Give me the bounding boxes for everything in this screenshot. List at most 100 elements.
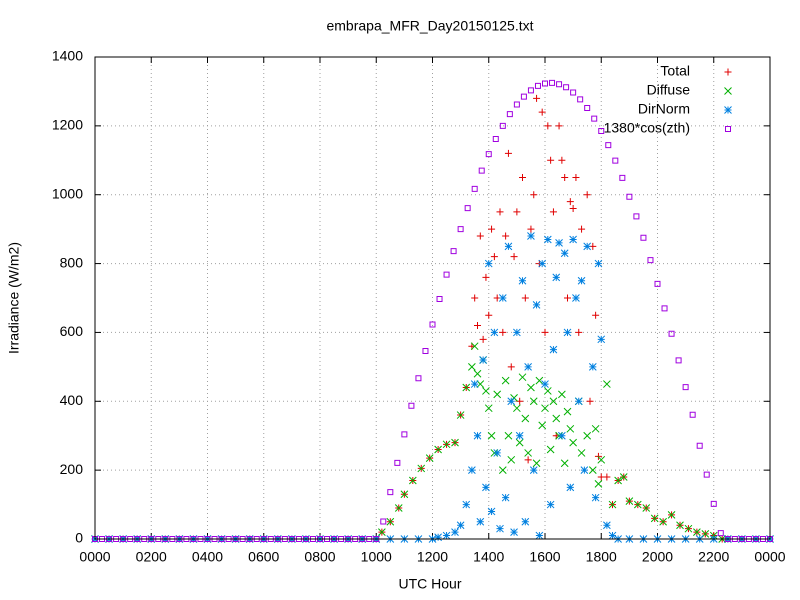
point [338, 536, 345, 542]
point [659, 517, 667, 526]
point [470, 342, 479, 351]
point [471, 294, 479, 302]
point [541, 328, 549, 336]
point [703, 471, 710, 478]
point [597, 335, 606, 344]
point [408, 476, 417, 485]
point [507, 363, 515, 371]
plot-frame [94, 56, 771, 540]
point [541, 380, 549, 388]
point [767, 536, 773, 542]
point [717, 530, 724, 537]
point [274, 536, 281, 542]
point [442, 531, 451, 540]
point [295, 536, 302, 542]
point [476, 232, 484, 240]
point [515, 431, 524, 440]
x-tick-label: 1800 [586, 549, 617, 565]
point [499, 328, 507, 336]
point [661, 305, 668, 312]
point [507, 397, 516, 406]
point [682, 384, 689, 391]
point [113, 536, 120, 542]
point [569, 235, 577, 244]
point [693, 528, 701, 536]
point [422, 348, 429, 355]
point [476, 380, 485, 388]
point [592, 311, 600, 319]
point [745, 536, 752, 542]
point [529, 466, 538, 474]
point [492, 135, 499, 142]
point [317, 536, 323, 542]
point [501, 376, 510, 385]
point [533, 94, 541, 102]
point [603, 380, 611, 388]
legend-label: Total [660, 63, 690, 79]
point [502, 232, 510, 240]
x-tick-label: 0600 [248, 549, 279, 565]
point [538, 259, 547, 268]
x-tick-label: 2000 [642, 549, 673, 565]
point [401, 431, 408, 438]
point [527, 87, 534, 94]
point [560, 249, 569, 258]
point [197, 536, 204, 542]
point [485, 311, 493, 319]
point [507, 455, 516, 464]
point [493, 390, 502, 399]
point [515, 438, 524, 447]
point [436, 296, 443, 303]
point [527, 383, 535, 392]
point [309, 536, 316, 542]
point [572, 174, 580, 181]
point [650, 514, 659, 523]
point [482, 483, 490, 492]
y-tick-label: 600 [60, 323, 84, 339]
point [598, 128, 605, 135]
x-tick-label: 0400 [192, 549, 223, 565]
x-tick-label: 1200 [417, 549, 448, 565]
point [642, 504, 651, 512]
legend-marker [724, 87, 732, 95]
point [359, 536, 366, 542]
point [524, 456, 532, 464]
point [603, 521, 611, 530]
point [558, 156, 566, 164]
point [532, 459, 541, 468]
point [654, 280, 661, 287]
point [417, 464, 426, 473]
point [513, 101, 520, 108]
point [563, 84, 570, 91]
point [541, 404, 549, 413]
point [127, 536, 134, 542]
legend-marker [725, 126, 731, 132]
point [473, 431, 482, 440]
point [451, 438, 459, 447]
point [141, 536, 148, 542]
point [246, 536, 253, 542]
point [558, 390, 566, 399]
point [544, 122, 552, 130]
point [474, 322, 481, 330]
point [485, 151, 492, 158]
point [134, 536, 141, 542]
point [518, 373, 527, 382]
point [504, 242, 513, 251]
point [759, 536, 766, 542]
point [594, 259, 603, 268]
point [456, 521, 465, 530]
point [556, 81, 563, 88]
x-tick-label: 1600 [529, 549, 560, 565]
point [183, 536, 190, 542]
point [580, 466, 589, 474]
point [324, 536, 331, 542]
point [684, 524, 693, 533]
point [612, 157, 619, 164]
point [569, 204, 577, 212]
point [549, 397, 558, 406]
point [162, 536, 169, 542]
point [608, 531, 617, 540]
point [204, 536, 211, 542]
